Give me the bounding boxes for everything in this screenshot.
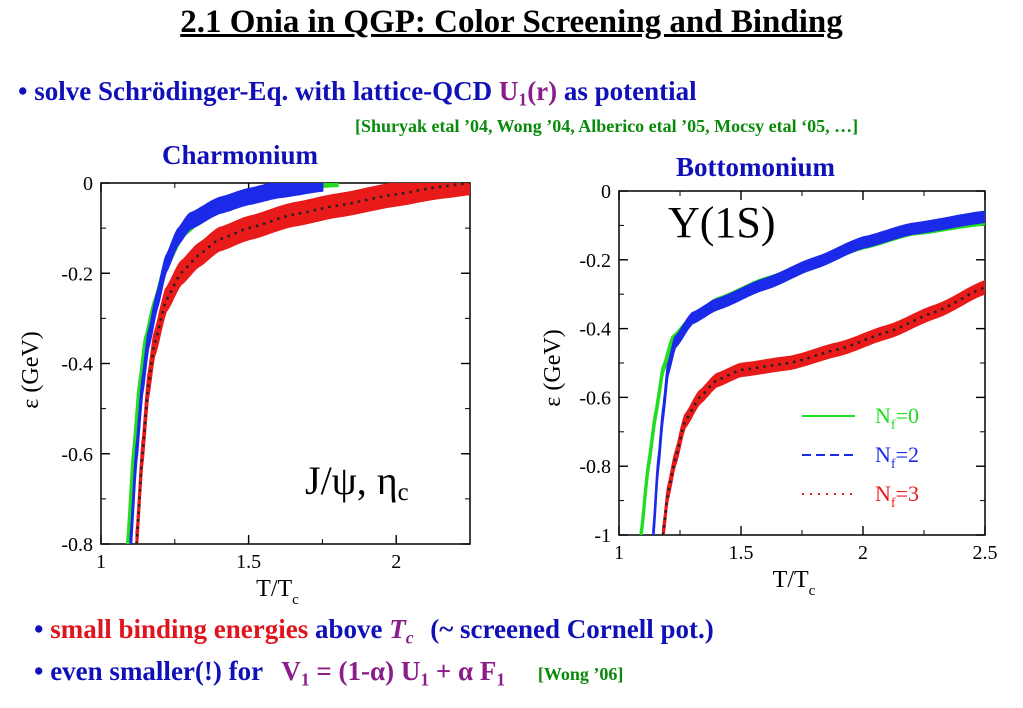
band-nf3 — [661, 280, 985, 535]
bullet1-text-a: solve Schrödinger-Eq. with lattice-QCD — [34, 76, 493, 106]
y-tick-label: -0.8 — [61, 534, 93, 556]
legend-value: =0 — [896, 403, 919, 428]
bullet-small-binding: • small binding energies above Tc (~ scr… — [34, 614, 714, 648]
x-tick-label: 1 — [96, 551, 106, 573]
u-subscript: 1 — [518, 89, 528, 110]
y-tick-label: -0.6 — [61, 444, 93, 466]
y-tick-label: -1 — [594, 525, 611, 547]
u-argument: (r) — [527, 76, 558, 106]
v-subscript: 1 — [300, 669, 310, 690]
legend-sub: f — [891, 496, 896, 511]
panel-annotation: Υ(1S) — [668, 198, 776, 247]
slide-title: 2.1 Onia in QGP: Color Screening and Bin… — [180, 4, 843, 40]
legend-value: =3 — [896, 481, 919, 506]
wong-ref: [Wong ’06] — [537, 664, 624, 684]
y-tick-label: -0.4 — [61, 354, 93, 376]
alpha-symbol-2: α — [458, 656, 474, 686]
x-tick-label: 1.5 — [729, 542, 754, 564]
tc-symbol: Tc — [389, 614, 414, 648]
charmonium-title: Charmonium — [162, 140, 319, 170]
legend-label-nf2: Nf=2 — [875, 442, 919, 472]
band-nf3 — [135, 183, 470, 544]
t-letter: T — [389, 614, 406, 644]
y-tick-label: 0 — [601, 181, 611, 203]
legend-label-nf0: Nf=0 — [875, 403, 919, 433]
formula-eq: = (1- — [309, 656, 371, 686]
panel-annotation: J/ψ, ηc — [305, 458, 409, 506]
charmonium-chart: 1 1.5 2 0 -0.2 -0.4 -0.6 -0.8 T/Tc ε (GeV) J/ψ, ηc — [10, 172, 480, 617]
bullet2-text-a: above — [314, 614, 383, 644]
band-nf2 — [652, 210, 985, 535]
series-group — [126, 183, 470, 544]
bullet-even-smaller: • even smaller(!) for V1 = (1-α) U1 + α … — [34, 656, 624, 690]
y-tick-label: -0.8 — [579, 456, 611, 478]
x-tick-label: 2 — [858, 542, 868, 564]
small-binding-energies: small binding energies — [50, 614, 309, 644]
bullet-mark: • — [18, 76, 28, 106]
panel-annotation-sub: c — [398, 479, 409, 506]
x-axis-label-sub: c — [292, 592, 299, 608]
x-tick-label: 1.5 — [236, 551, 261, 573]
y-tick-label: -0.2 — [61, 263, 93, 285]
x-axis-label: T/Tc — [773, 567, 816, 598]
x-axis-label-sub: c — [809, 583, 816, 598]
references-line: [Shuryak etal ’04, Wong ’04, Alberico et… — [355, 116, 859, 136]
bottomonium-title: Bottomonium — [676, 152, 836, 182]
u-subscript: 1 — [420, 669, 430, 690]
y-tick-label: -0.4 — [579, 319, 611, 341]
plot-frame — [100, 182, 471, 545]
legend-sub: f — [891, 457, 896, 472]
v-symbol: V — [281, 656, 301, 686]
y-tick-label: -0.2 — [579, 250, 611, 272]
series-group — [639, 210, 985, 535]
y-tick-label: 0 — [83, 173, 93, 195]
x-tick-label: 1 — [614, 542, 624, 564]
bottomonium-plot: 1 1.5 2 2.5 0 -0.2 -0.4 -0.6 -0.8 -1 T/Tc ε (GeV) Υ(… — [540, 181, 998, 599]
formula-f: F — [473, 656, 497, 686]
charmonium-plot: 1 1.5 2 0 -0.2 -0.4 -0.6 -0.8 T/Tc ε (GeV) J/ψ, ηc — [18, 173, 471, 608]
band-nf2 — [129, 183, 324, 544]
u-symbol: U — [498, 76, 519, 106]
formula-plus: + — [429, 656, 458, 686]
y-tick-label: -0.6 — [579, 387, 611, 409]
x-tick-label: 2 — [391, 551, 401, 573]
legend-sub: f — [891, 418, 896, 433]
bullet-solve-schrodinger: • solve Schrödinger-Eq. with lattice-QCD… — [18, 76, 697, 110]
v1-formula: V1 = (1-α) U1 + α F1 — [281, 656, 506, 690]
line-nf2 — [652, 215, 985, 535]
legend-label-nf3: Nf=3 — [875, 481, 919, 511]
bullet-mark: • — [34, 614, 44, 644]
tc-subscript: c — [405, 627, 414, 648]
line-nf2 — [129, 183, 323, 544]
f-subscript: 1 — [496, 669, 506, 690]
line-nf3 — [135, 183, 470, 544]
bullet-mark: • — [34, 656, 44, 686]
y-axis-label: ε (GeV) — [18, 331, 44, 408]
x-tick-label: 2.5 — [973, 542, 998, 564]
bottomonium-chart: 1 1.5 2 2.5 0 -0.2 -0.4 -0.6 -0.8 -1 T/Tc ε (GeV) Υ(… — [530, 180, 1002, 599]
bullet3-text: even smaller(!) for — [50, 656, 263, 686]
x-axis-label: T/Tc — [256, 576, 299, 608]
alpha-symbol: α — [370, 656, 386, 686]
line-nf3 — [661, 286, 985, 535]
y-axis-label: ε (GeV) — [540, 329, 566, 406]
potential-u1: U1(r) — [498, 76, 558, 110]
legend-value: =2 — [896, 442, 919, 467]
bullet1-text-b: as potential — [563, 76, 697, 106]
bullet2-text-b: (~ screened Cornell pot.) — [430, 614, 714, 644]
formula-u: ) U — [385, 656, 421, 686]
